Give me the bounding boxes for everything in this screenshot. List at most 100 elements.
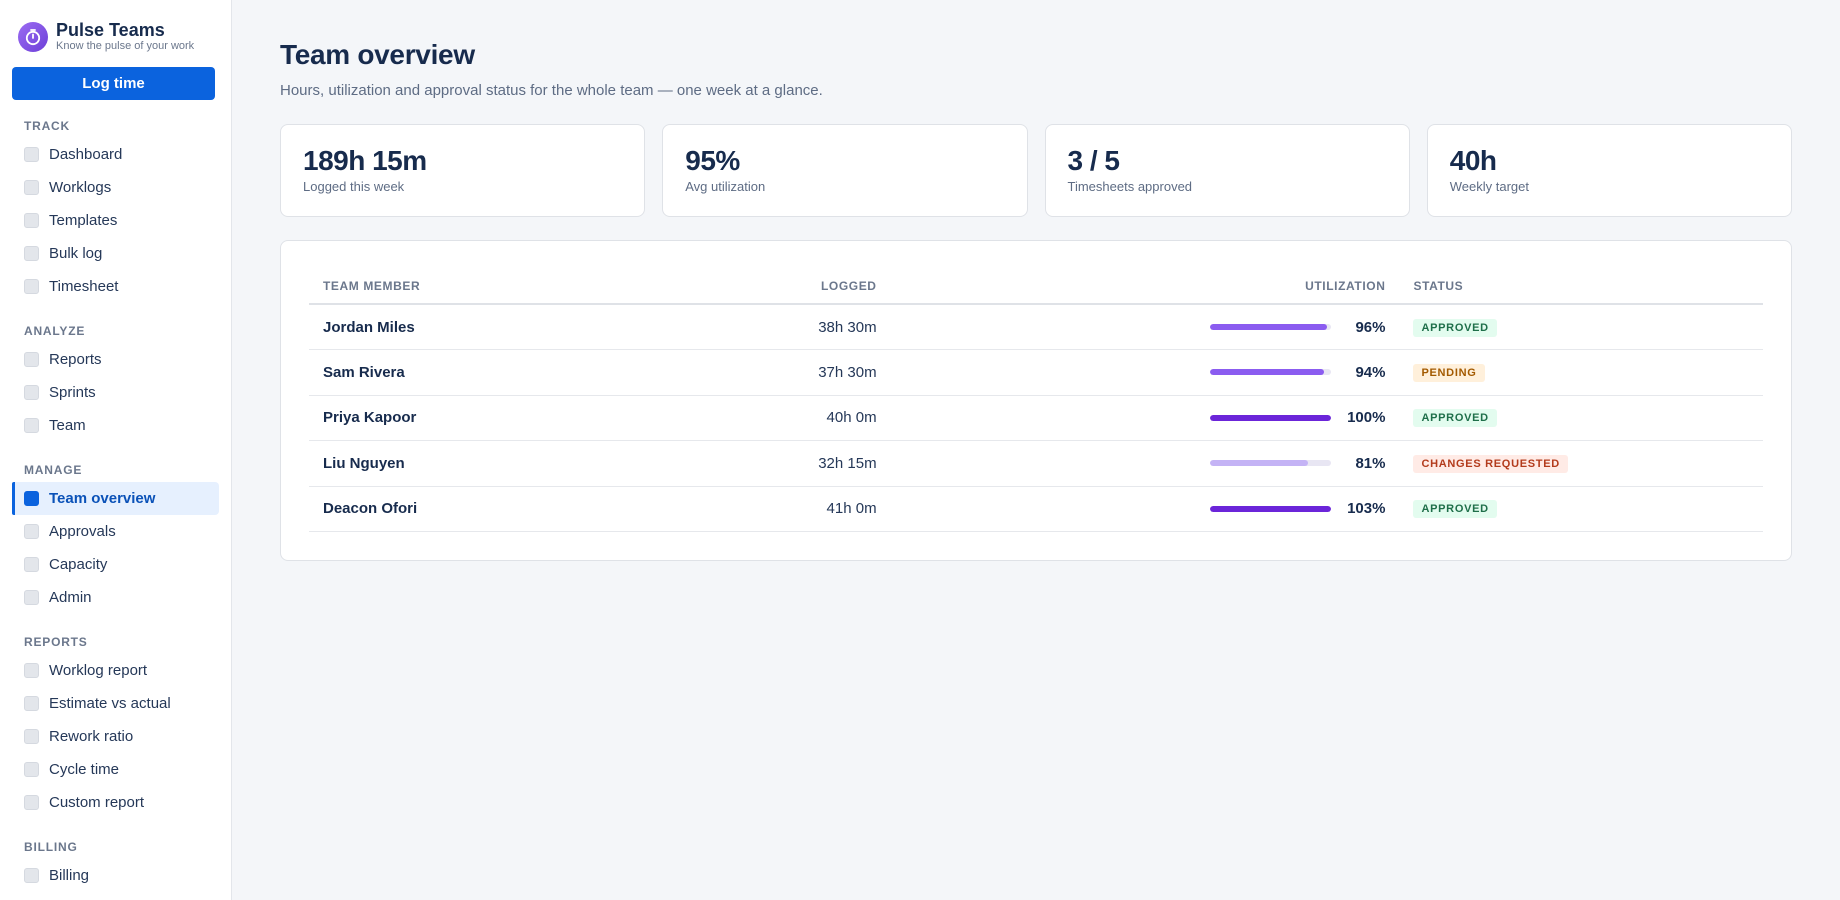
member-name[interactable]: Sam Rivera [309,349,746,396]
nav-square-icon [24,385,39,400]
sidebar-item-worklog-report[interactable]: Worklog report [12,654,219,687]
logged-hours: 40h 0m [745,395,891,441]
sidebar-item-bulk-log[interactable]: Bulk log [12,237,219,270]
utilization-bar [1210,460,1332,467]
utilization-cell: 100% [890,395,1400,441]
brand-tagline: Know the pulse of your work [56,40,195,52]
sidebar-item-label: Admin [49,589,92,606]
utilization-percent: 103% [1347,500,1386,518]
table-row[interactable]: Liu Nguyen 32h 15m 81% CHANGES REQUESTED [309,440,1763,487]
status-badge: APPROVED [1413,409,1497,428]
sidebar-item-label: Team [49,417,86,434]
sidebar-item-label: Dashboard [49,146,123,163]
sidebar-item-templates[interactable]: Templates [12,204,219,237]
nav-section-analyze: ANALYZE Reports Sprints Team [12,323,219,442]
stat-card-logged: 189h 15m Logged this week [280,124,646,217]
utilization-cell: 94% [890,349,1400,396]
column-header-member[interactable]: TEAM MEMBER [309,279,746,305]
stat-label: Timesheets approved [1067,179,1193,194]
nav-section-reports: REPORTS Worklog report Estimate vs actual R… [12,634,219,819]
nav-square-icon [24,795,39,810]
table-row[interactable]: Jordan Miles 38h 30m 96% APPROVED [309,304,1763,350]
table-row[interactable]: Deacon Ofori 41h 0m 103% APPROVED [309,486,1763,532]
nav-square-icon [24,213,39,228]
column-header-status[interactable]: STATUS [1399,279,1763,305]
nav-square-icon [24,762,39,777]
sidebar-item-capacity[interactable]: Capacity [12,548,219,581]
sidebar-item-label: Cycle time [49,761,120,778]
sidebar-item-cycle-time[interactable]: Cycle time [12,753,219,786]
brand-name: Pulse Teams [56,20,165,40]
sidebar-item-sprints[interactable]: Sprints [12,376,219,409]
sidebar-item-approvals[interactable]: Approvals [12,515,219,548]
utilization-percent: 94% [1355,363,1386,381]
logged-hours: 38h 30m [745,304,891,350]
utilization-cell: 103% [890,486,1400,532]
sidebar-item-estimate-vs-actual[interactable]: Estimate vs actual [12,687,219,720]
sidebar-item-billing[interactable]: Billing [12,859,219,892]
status-cell: APPROVED [1399,486,1763,532]
sidebar-item-timesheet[interactable]: Timesheet [12,270,219,303]
member-name[interactable]: Priya Kapoor [309,395,746,441]
sidebar-item-label: Estimate vs actual [49,695,171,712]
pulse-logo-icon [18,21,48,52]
utilization-cell: 96% [890,304,1400,350]
sidebar-item-team-overview[interactable]: Team overview [12,482,219,515]
column-header-logged[interactable]: LOGGED [745,279,891,305]
nav-square-icon [24,246,39,261]
stat-label: Weekly target [1449,179,1529,194]
status-cell: PENDING [1399,349,1763,396]
utilization-bar [1210,414,1332,421]
sidebar-item-custom-report[interactable]: Custom report [12,786,219,819]
sidebar-item-rework-ratio[interactable]: Rework ratio [12,720,219,753]
status-badge: CHANGES REQUESTED [1413,454,1568,473]
sidebar-item-label: Sprints [49,384,96,401]
nav-square-icon [24,590,39,605]
logged-hours: 37h 30m [745,349,891,396]
table-row[interactable]: Priya Kapoor 40h 0m 100% APPROVED [309,395,1763,441]
table-body: Jordan Miles 38h 30m 96% APPROVED Sam Rivera… [309,304,1763,532]
utilization-percent: 81% [1355,454,1386,472]
nav-section-billing: BILLING Billing Invoice [12,839,219,900]
utilization-percent: 96% [1355,318,1386,336]
member-name[interactable]: Deacon Ofori [309,486,746,532]
sidebar: Pulse Teams Know the pulse of your work … [0,0,232,900]
status-badge: PENDING [1413,363,1485,382]
sidebar-item-label: Approvals [49,523,116,540]
column-header-utilization[interactable]: UTILIZATION [890,279,1400,305]
sidebar-item-label: Timesheet [49,278,119,295]
utilization-bar-fill [1210,369,1325,376]
nav-square-icon [24,279,39,294]
team-table-card: TEAM MEMBER LOGGED UTILIZATION STATUS Jo… [280,240,1792,561]
utilization-cell: 81% [890,440,1400,487]
sidebar-item-team[interactable]: Team [12,409,219,442]
nav-square-icon [24,418,39,433]
nav-square-icon [24,557,39,572]
sidebar-item-reports[interactable]: Reports [12,343,219,376]
stat-value: 95% [685,145,740,176]
brand: Pulse Teams Know the pulse of your work [12,20,219,53]
sidebar-item-dashboard[interactable]: Dashboard [12,138,219,171]
member-name[interactable]: Jordan Miles [309,304,746,350]
table-row[interactable]: Sam Rivera 37h 30m 94% PENDING [309,349,1763,396]
team-table: TEAM MEMBER LOGGED UTILIZATION STATUS Jo… [309,279,1763,532]
log-time-button[interactable]: Log time [12,67,215,100]
sidebar-item-label: Billing [49,867,90,884]
utilization-bar-fill [1210,414,1332,421]
utilization-bar [1210,324,1332,330]
sidebar-item-invoice[interactable]: Invoice [12,892,219,900]
sidebar-item-admin[interactable]: Admin [12,581,219,614]
sidebar-item-label: Templates [49,212,118,229]
utilization-percent: 100% [1347,409,1386,427]
member-name[interactable]: Liu Nguyen [309,440,746,487]
sidebar-item-label: Rework ratio [49,728,134,745]
stat-value: 189h 15m [303,145,427,176]
stat-card-target: 40h Weekly target [1426,124,1792,217]
sidebar-item-worklogs[interactable]: Worklogs [12,171,219,204]
stats-row: 189h 15m Logged this week 95% Avg utiliz… [280,124,1792,217]
nav-section-manage: MANAGE Team overview Approvals Capacity Admi… [12,462,219,614]
sidebar-nav: TRACK Dashboard Worklogs Templates Bulk log T… [12,118,219,900]
nav-heading: TRACK [24,119,70,133]
status-cell: CHANGES REQUESTED [1399,440,1763,487]
nav-square-icon [24,491,39,506]
